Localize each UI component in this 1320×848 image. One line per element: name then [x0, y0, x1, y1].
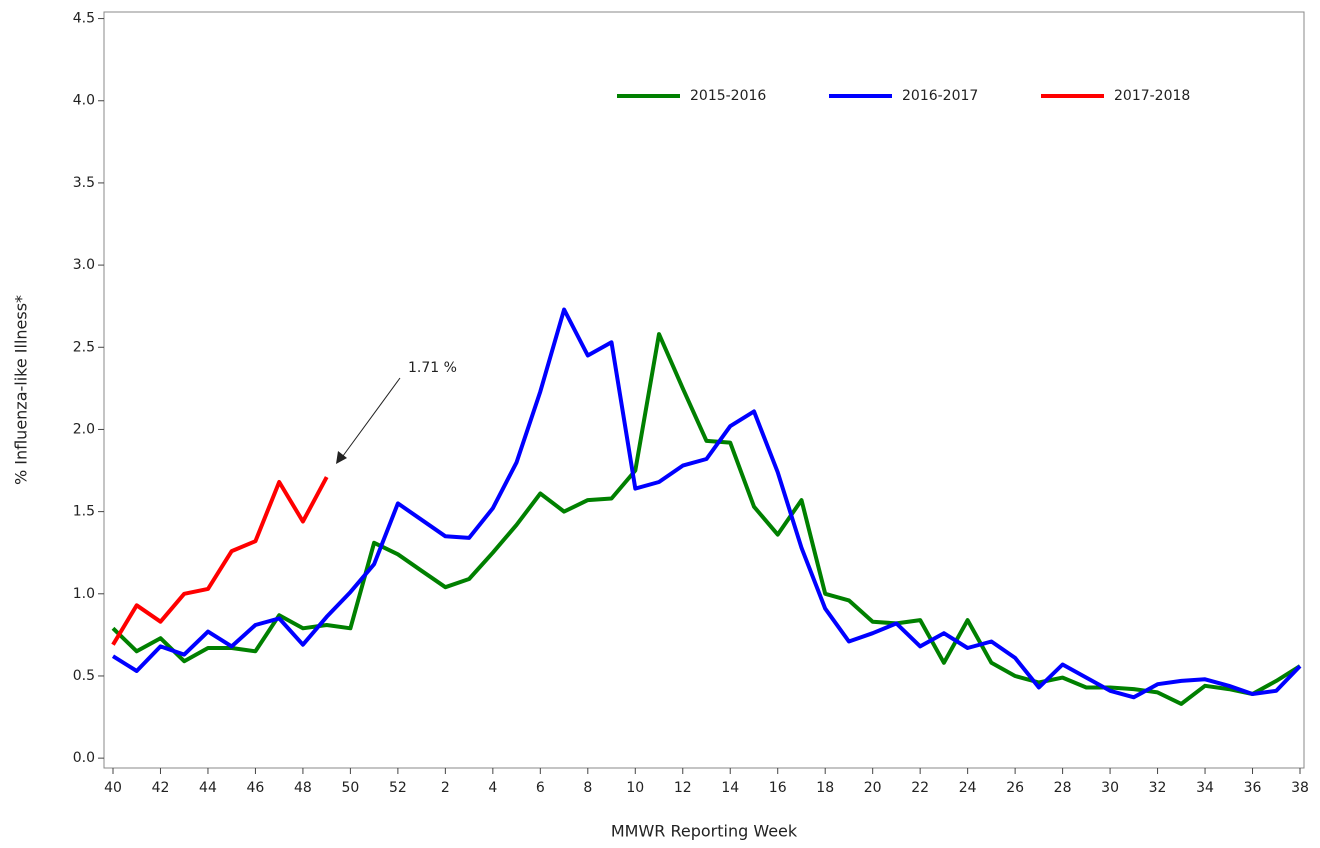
x-tick-label: 8 — [583, 780, 592, 796]
x-tick-label: 12 — [674, 780, 692, 796]
x-tick-label: 2 — [441, 780, 450, 796]
x-tick-label: 38 — [1291, 780, 1309, 796]
y-tick-label: 3.5 — [73, 175, 95, 191]
y-tick-label: 0.0 — [73, 750, 95, 766]
annotation-arrow — [339, 377, 401, 461]
x-tick-label: 14 — [721, 780, 739, 796]
series-line — [111, 307, 1302, 700]
x-tick-label: 24 — [959, 780, 977, 796]
y-tick-label: 0.5 — [73, 668, 95, 684]
series-line — [111, 332, 1302, 706]
x-tick-label: 32 — [1149, 780, 1167, 796]
series-line — [111, 476, 329, 646]
plot-frame — [103, 11, 1305, 769]
x-tick-label: 22 — [911, 780, 929, 796]
x-tick-label: 34 — [1196, 780, 1214, 796]
y-tick-label: 4.0 — [73, 93, 95, 109]
x-tick-label: 16 — [769, 780, 787, 796]
x-tick-label: 36 — [1244, 780, 1262, 796]
x-tick-label: 28 — [1054, 780, 1072, 796]
y-tick-label: 2.0 — [73, 421, 95, 437]
legend-label: 2017-2018 — [1114, 88, 1190, 104]
legend-label: 2016-2017 — [902, 88, 978, 104]
y-tick-label: 2.5 — [73, 339, 95, 355]
x-tick-label: 46 — [247, 780, 265, 796]
y-tick-label: 1.5 — [73, 504, 95, 520]
x-axis-title: MMWR Reporting Week — [611, 822, 798, 841]
annotation-arrowhead — [336, 451, 347, 464]
x-tick-label: 48 — [294, 780, 312, 796]
x-tick-label: 30 — [1101, 780, 1119, 796]
x-tick-label: 42 — [152, 780, 170, 796]
x-tick-label: 18 — [816, 780, 834, 796]
x-tick-label: 52 — [389, 780, 407, 796]
x-tick-label: 44 — [199, 780, 217, 796]
x-tick-label: 6 — [536, 780, 545, 796]
x-tick-label: 10 — [626, 780, 644, 796]
y-tick-label: 1.0 — [73, 586, 95, 602]
x-tick-label: 50 — [341, 780, 359, 796]
annotation: 1.71 % — [408, 360, 457, 376]
x-tick-label: 4 — [488, 780, 497, 796]
legend-label: 2015-2016 — [690, 88, 766, 104]
x-tick-label: 26 — [1006, 780, 1024, 796]
x-tick-label: 20 — [864, 780, 882, 796]
y-tick-label: 4.5 — [73, 11, 95, 27]
y-axis-title: % Influenza-like Illness* — [12, 295, 31, 485]
x-tick-label: 40 — [104, 780, 122, 796]
y-tick-label: 3.0 — [73, 257, 95, 273]
